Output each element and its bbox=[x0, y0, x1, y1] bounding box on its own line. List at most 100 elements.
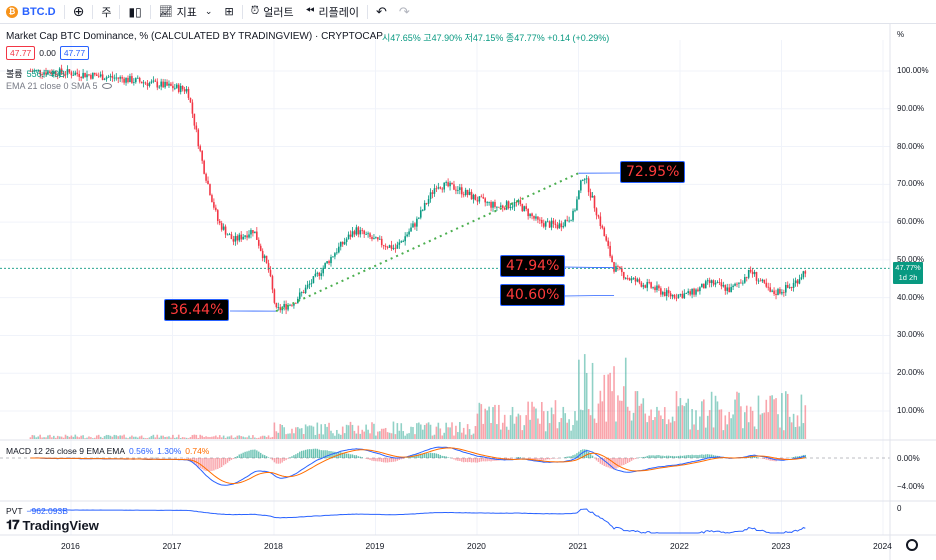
layouts-icon[interactable]: ⊞ bbox=[224, 6, 234, 18]
tradingview-mark-icon: 𝟏𝟕 bbox=[6, 517, 20, 532]
redo-button[interactable]: ↷ bbox=[398, 3, 410, 19]
candle-type-icon[interactable]: ▮▯ bbox=[128, 4, 142, 19]
macd-histogram-bar bbox=[324, 450, 326, 458]
volume-bar bbox=[394, 434, 397, 439]
volume-bar bbox=[599, 390, 602, 439]
volume-bar bbox=[595, 422, 598, 439]
volume-bar bbox=[234, 437, 237, 439]
volume-bar bbox=[558, 422, 561, 439]
macd-histogram-bar bbox=[271, 458, 274, 461]
interval-button[interactable]: 주 bbox=[101, 6, 112, 19]
candle-body bbox=[135, 78, 137, 83]
candle-body bbox=[644, 285, 647, 288]
volume-bar bbox=[246, 437, 248, 439]
candle-body bbox=[687, 291, 689, 294]
price-tick-label: 30.00% bbox=[897, 330, 925, 340]
volume-bar bbox=[216, 437, 219, 439]
alert-button[interactable]: ⏰︎ 얼러트 bbox=[245, 0, 300, 24]
candle-body bbox=[257, 239, 260, 246]
volume-bar bbox=[726, 424, 729, 439]
candle-body bbox=[388, 245, 391, 248]
candle-body bbox=[472, 194, 475, 200]
macd-histogram-bar bbox=[390, 458, 393, 463]
gear-icon[interactable] bbox=[906, 539, 918, 551]
volume-bar bbox=[304, 424, 307, 439]
candle-body bbox=[66, 69, 69, 75]
candle-body bbox=[371, 236, 373, 240]
candle-body bbox=[76, 72, 79, 74]
symbol-search[interactable]: ₿ BTC.D bbox=[0, 0, 62, 24]
macd-histogram-bar bbox=[615, 458, 617, 469]
tradingview-logo[interactable]: 𝟏𝟕 TradingView bbox=[6, 517, 99, 533]
candle-body bbox=[240, 234, 243, 240]
candle-body bbox=[302, 292, 305, 294]
macd-histogram-bar bbox=[228, 458, 231, 462]
volume-bar bbox=[484, 408, 486, 439]
volume-bar bbox=[697, 429, 699, 439]
volume-bar bbox=[418, 422, 420, 439]
volume-bar bbox=[90, 437, 92, 439]
candle-body bbox=[172, 85, 174, 89]
eye-hidden-icon[interactable] bbox=[101, 83, 112, 89]
macd-histogram-bar bbox=[423, 453, 426, 458]
volume-bar bbox=[238, 435, 241, 439]
candle-body bbox=[667, 290, 670, 294]
candle-body bbox=[181, 85, 184, 90]
chart-title: Market Cap BTC Dominance, % (CALCULATED … bbox=[6, 31, 383, 42]
candle-body bbox=[90, 74, 92, 79]
volume-bar bbox=[250, 437, 252, 439]
macd-histogram-bar bbox=[373, 458, 375, 462]
volume-bar bbox=[224, 437, 227, 439]
callout-low-2018[interactable]: 36.44% bbox=[164, 299, 230, 321]
ema-legend[interactable]: EMA 21 close 0 SMA 5 bbox=[6, 81, 112, 91]
candle-body bbox=[254, 231, 256, 234]
macd-histogram-bar bbox=[291, 456, 293, 458]
indicators-button[interactable]: 📈︎ 지표 ⌄ bbox=[153, 0, 219, 24]
candle-body bbox=[665, 290, 668, 297]
candle-body bbox=[693, 288, 695, 295]
price-pills: 47.77 0.00 47.77 bbox=[6, 46, 90, 60]
macd-histogram-bar bbox=[517, 457, 520, 458]
volume-bar bbox=[656, 406, 658, 439]
undo-button[interactable]: ↶ bbox=[375, 3, 387, 19]
volume-bar bbox=[349, 421, 352, 439]
volume-bar bbox=[539, 423, 541, 439]
macd-histogram-bar bbox=[453, 458, 455, 460]
chart-canvas[interactable] bbox=[0, 24, 936, 560]
candle-body bbox=[355, 227, 358, 235]
volume-bar bbox=[406, 433, 408, 439]
candle-body bbox=[459, 187, 461, 191]
macd-histogram-bar bbox=[666, 455, 668, 458]
candle-body bbox=[238, 234, 241, 241]
buy-pill[interactable]: 47.77 bbox=[59, 46, 90, 60]
volume-bar bbox=[513, 423, 516, 439]
volume-bar bbox=[166, 436, 168, 439]
pvt-legend[interactable]: PVT −962.093B bbox=[6, 506, 68, 516]
volume-bar bbox=[464, 434, 467, 439]
macd-value-1: 0.56% bbox=[129, 446, 154, 456]
candle-body bbox=[691, 288, 693, 295]
candle-body bbox=[140, 81, 143, 84]
callout-high-2021[interactable]: 72.95% bbox=[620, 161, 686, 183]
volume-bar bbox=[783, 430, 785, 439]
macd-histogram-bar bbox=[343, 453, 346, 458]
callout-mid-2021[interactable]: 47.94% bbox=[500, 255, 566, 277]
candle-body bbox=[736, 283, 738, 285]
candle-body bbox=[297, 298, 299, 304]
macd-legend[interactable]: MACD 12 26 close 9 EMA EMA 0.56% 1.30% 0.74… bbox=[6, 446, 209, 456]
sell-pill[interactable]: 47.77 bbox=[6, 46, 36, 60]
callout-low-2021[interactable]: 40.60% bbox=[500, 284, 566, 306]
candle-body bbox=[453, 184, 455, 190]
candle-body bbox=[363, 230, 365, 235]
macd-histogram-bar bbox=[695, 454, 697, 458]
macd-histogram-bar bbox=[646, 455, 648, 458]
candle-body bbox=[162, 81, 164, 88]
macd-histogram-bar bbox=[377, 458, 379, 462]
volume-legend[interactable]: 볼륨 556.749B bbox=[6, 67, 65, 80]
candle-body bbox=[745, 277, 748, 278]
add-symbol-button[interactable]: ⊕ bbox=[72, 3, 85, 19]
replay-button[interactable]: ⏪︎ 리플레이 bbox=[300, 0, 365, 24]
volume-bar bbox=[564, 413, 567, 439]
volume-bar bbox=[669, 422, 672, 439]
macd-histogram-bar bbox=[753, 455, 756, 458]
